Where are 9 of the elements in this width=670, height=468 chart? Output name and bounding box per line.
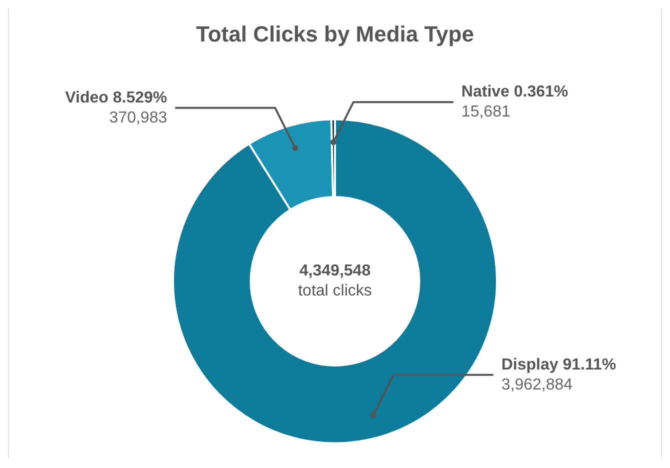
- slice-label: Native 0.361%: [461, 83, 568, 100]
- slice-label: Video 8.529%: [65, 89, 168, 106]
- text: total clicks: [298, 282, 372, 300]
- text: 4,349,548: [299, 262, 371, 280]
- slice-label: Display 91.11%: [501, 356, 616, 374]
- text: 15,681: [461, 103, 510, 120]
- text: 3,962,884: [501, 376, 573, 394]
- chart-title: Total Clicks by Media Type: [196, 21, 474, 46]
- text: 370,983: [109, 109, 168, 126]
